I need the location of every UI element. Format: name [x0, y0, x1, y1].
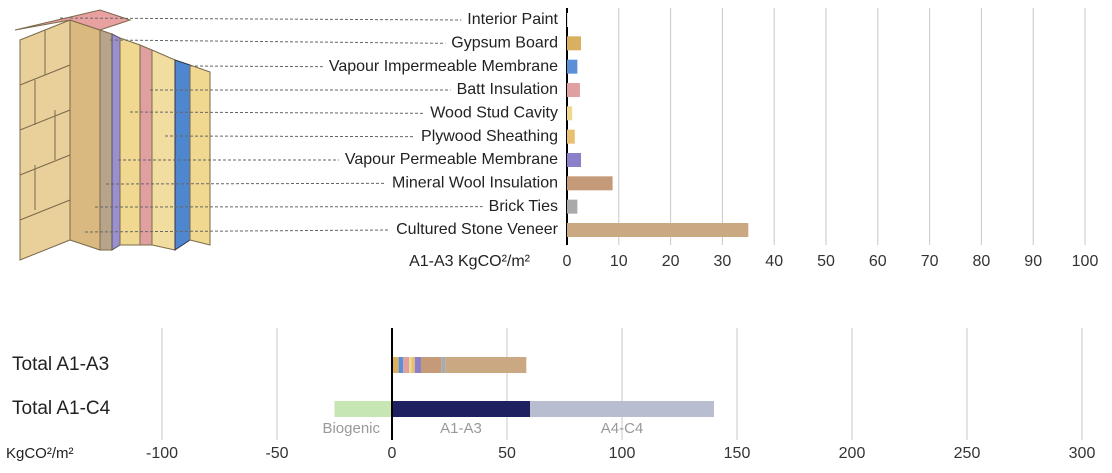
bar-segment: [446, 357, 527, 373]
category-label: Interior Paint: [467, 11, 558, 28]
x-tick-label: 200: [839, 445, 866, 462]
bar-segment: [530, 401, 714, 417]
wall-illustration: [15, 10, 210, 260]
segment-label: Biogenic: [322, 420, 380, 437]
x-tick-label: 90: [1024, 253, 1042, 270]
x-tick-label: 20: [662, 253, 680, 270]
bar: [567, 130, 575, 144]
category-label: Total A1-A3: [12, 354, 109, 375]
x-tick-label: 300: [1069, 445, 1096, 462]
bar: [567, 13, 568, 27]
bar: [567, 223, 748, 237]
bar-segment: [421, 357, 441, 373]
bar-segment: [392, 357, 398, 373]
category-label: Gypsum Board: [451, 35, 558, 52]
bar-segment: [441, 357, 446, 373]
chart: 0 10 20 30 40 50 60 70 80 90 100 A1-A3 KgCO²/m² Inte…: [0, 0, 1112, 473]
bar-segment: [335, 401, 393, 417]
bar: [567, 83, 580, 97]
bar-segment: [409, 357, 411, 373]
x-tick-label: 50: [817, 253, 835, 270]
category-label: Brick Ties: [489, 198, 558, 215]
category-label: Vapour Impermeable Membrane: [329, 58, 558, 75]
bar-segment: [392, 401, 530, 417]
leader-line: [165, 136, 415, 137]
x-tick-label: 0: [388, 445, 397, 462]
category-label: Wood Stud Cavity: [430, 105, 558, 122]
bar-segment: [403, 357, 409, 373]
x-tick-label: 150: [724, 445, 751, 462]
bar: [567, 106, 572, 120]
category-label: Cultured Stone Veneer: [396, 221, 559, 238]
bar-segment: [415, 357, 421, 373]
x-tick-label: 250: [954, 445, 981, 462]
bar: [567, 176, 613, 190]
leader-line: [190, 66, 323, 67]
x-tick-label: -50: [265, 445, 288, 462]
x-tick-label: 100: [609, 445, 636, 462]
x-tick-label: 40: [765, 253, 783, 270]
category-label: Batt Insulation: [457, 81, 558, 98]
leader-line: [110, 40, 445, 43]
x-tick-label: 80: [973, 253, 991, 270]
bar-segment: [399, 357, 404, 373]
x-tick-label: 50: [498, 445, 516, 462]
x-tick-label: 60: [869, 253, 887, 270]
segment-label: A4-C4: [601, 420, 644, 437]
x-tick-label: 70: [921, 253, 939, 270]
x-tick-label: 0: [563, 253, 572, 270]
category-label: Mineral Wool Insulation: [392, 175, 558, 192]
x-tick-label: 10: [610, 253, 628, 270]
bar: [567, 153, 581, 167]
bar: [567, 36, 581, 50]
x-axis-label: KgCO²/m²: [6, 445, 74, 462]
leader-line: [106, 183, 386, 184]
category-label: Vapour Permeable Membrane: [345, 151, 558, 168]
bar: [567, 60, 577, 74]
x-tick-label: -100: [146, 445, 178, 462]
bar: [567, 200, 577, 214]
category-label: Total A1-C4: [12, 398, 111, 419]
bar-segment: [411, 357, 414, 373]
x-axis-label: A1-A3 KgCO²/m²: [409, 253, 531, 270]
segment-label: A1-A3: [440, 420, 482, 437]
category-label: Plywood Sheathing: [421, 128, 558, 145]
x-tick-label: 100: [1072, 253, 1099, 270]
x-tick-label: 30: [714, 253, 732, 270]
